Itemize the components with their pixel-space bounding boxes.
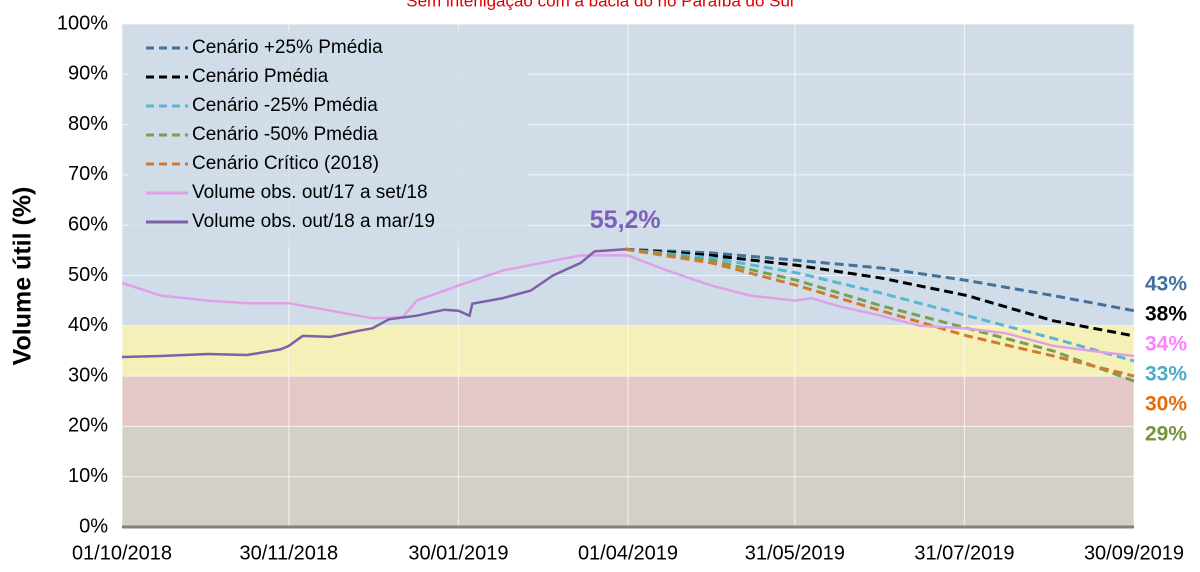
series-line — [121, 248, 626, 359]
y-tick-label: 70% — [68, 163, 108, 185]
y-tick-label: 100% — [57, 12, 108, 34]
end-label: 29% — [1145, 422, 1187, 445]
y-tick-label: 20% — [68, 415, 108, 437]
x-tick-label: 31/07/2019 — [914, 542, 1014, 564]
legend-label: Cenário Pmédia — [192, 66, 329, 87]
series-line — [121, 254, 1135, 358]
x-tick-label: 31/05/2019 — [745, 542, 845, 564]
series-line — [625, 247, 1135, 383]
x-tick-label: 30/01/2019 — [408, 542, 508, 564]
y-tick-label: 60% — [68, 213, 108, 235]
x-tick-label: 01/10/2018 — [72, 542, 172, 564]
legend-label: Volume obs. out/17 a set/18 — [192, 182, 428, 203]
end-label: 38% — [1145, 302, 1187, 325]
series-line — [625, 247, 1135, 338]
x-tick-label: 30/09/2019 — [1084, 542, 1184, 564]
end-label: 34% — [1145, 332, 1187, 355]
y-tick-label: 0% — [79, 515, 108, 537]
legend-label: Cenário Crítico (2018) — [192, 153, 379, 174]
end-label: 33% — [1145, 362, 1187, 385]
legend-label: Cenário +25% Pmédia — [192, 37, 383, 58]
x-tick-label: 30/11/2018 — [240, 542, 339, 564]
peak-label: 55,2% — [590, 206, 661, 234]
y-axis-label: Volume útil (%) — [9, 187, 37, 366]
legend-label: Volume obs. out/18 a mar/19 — [192, 211, 435, 232]
y-tick-label: 90% — [68, 63, 108, 85]
x-tick-label: 01/04/2019 — [578, 542, 678, 564]
end-label: 43% — [1145, 272, 1187, 295]
legend-box — [128, 30, 528, 247]
legend-label: Cenário -50% Pmédia — [192, 124, 378, 145]
y-tick-label: 10% — [68, 465, 108, 487]
y-tick-label: 50% — [68, 264, 108, 286]
y-tick-label: 30% — [68, 364, 108, 386]
y-tick-label: 80% — [68, 113, 108, 135]
y-tick-label: 40% — [68, 314, 108, 336]
series-line — [625, 247, 1135, 313]
end-label: 30% — [1145, 392, 1187, 415]
chart-title: Sem interligação com a bacia do rio Para… — [406, 0, 793, 10]
series-line — [625, 247, 1135, 363]
legend-label: Cenário -25% Pmédia — [192, 95, 378, 116]
series-line — [624, 247, 1135, 378]
